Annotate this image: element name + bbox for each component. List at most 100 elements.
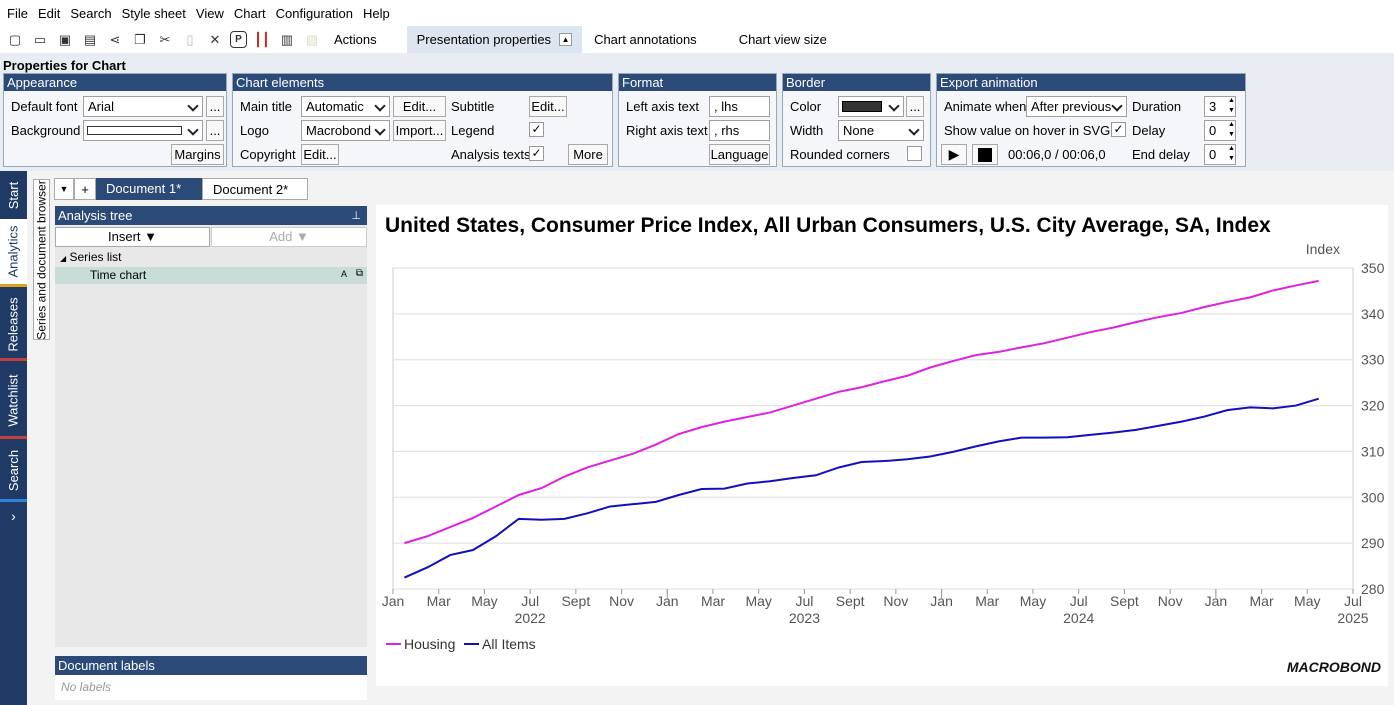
insert-label: Insert bbox=[108, 229, 141, 244]
copy-icon[interactable]: ❐ bbox=[134, 31, 146, 47]
tab-chart-view-size[interactable]: Chart view size bbox=[738, 32, 827, 47]
tab-document-2[interactable]: Document 2* ✕ bbox=[202, 178, 308, 218]
hover-svg-checkbox[interactable]: ✓ bbox=[1111, 122, 1126, 137]
menu-configuration[interactable]: Configuration bbox=[275, 5, 353, 21]
x-tick-label: Mar bbox=[427, 593, 451, 609]
analysis-texts-checkbox[interactable]: ✓ bbox=[529, 146, 544, 161]
analysis-texts-label: Analysis texts bbox=[451, 147, 531, 162]
subtitle-edit-button[interactable]: Edit... bbox=[529, 96, 567, 117]
rounded-corners-checkbox[interactable] bbox=[907, 146, 922, 161]
duration-input[interactable]: 3 bbox=[1204, 96, 1236, 117]
more-button[interactable]: More bbox=[568, 144, 608, 165]
analysis-tree-header: Analysis tree ⊥ bbox=[55, 206, 367, 225]
insert-button[interactable]: Insert ▼ bbox=[55, 227, 210, 247]
stop-button[interactable] bbox=[972, 144, 998, 165]
background-more-button[interactable]: ... bbox=[206, 120, 224, 141]
end-delay-input[interactable]: 0 bbox=[1204, 144, 1236, 165]
right-axis-label: Right axis text bbox=[626, 123, 708, 138]
border-color-select[interactable] bbox=[838, 96, 904, 117]
rail-releases[interactable]: Releases bbox=[0, 291, 27, 361]
menu-file[interactable]: File bbox=[7, 5, 28, 21]
legend-label: Housing bbox=[404, 636, 455, 652]
rail-expand-icon[interactable]: › bbox=[11, 508, 16, 524]
paste-icon: ▯ bbox=[186, 31, 194, 47]
border-color-more-button[interactable]: ... bbox=[906, 96, 924, 117]
chart-icon[interactable]: ┃┃ bbox=[254, 31, 270, 47]
rail-start[interactable]: Start bbox=[0, 171, 27, 219]
tab-presentation-properties[interactable]: Presentation properties ▲ bbox=[406, 26, 583, 53]
left-axis-input[interactable]: , lhs bbox=[709, 96, 770, 117]
legend-checkbox[interactable]: ✓ bbox=[529, 122, 544, 137]
menu-view[interactable]: View bbox=[195, 5, 224, 21]
menu-style-sheet[interactable]: Style sheet bbox=[121, 5, 186, 21]
delete-icon[interactable]: ✕ bbox=[209, 31, 221, 47]
font-more-button[interactable]: ... bbox=[206, 96, 224, 117]
format-group: Format Left axis text , lhs Right axis t… bbox=[618, 73, 777, 167]
collapse-icon[interactable]: ▲ bbox=[559, 33, 573, 46]
tab-presentation-label: Presentation properties bbox=[416, 32, 552, 47]
no-labels-text: No labels bbox=[55, 675, 367, 700]
x-tick-label: Nov bbox=[1158, 593, 1183, 609]
chart-title: United States, Consumer Price Index, All… bbox=[385, 214, 1271, 237]
new-icon[interactable]: ▢ bbox=[8, 31, 22, 47]
tabs-dropdown-icon[interactable]: ▼ bbox=[54, 178, 74, 200]
presentation-icon[interactable]: P bbox=[230, 31, 247, 48]
left-rail: Start Analytics Releases Watchlist Searc… bbox=[0, 171, 27, 705]
menu-edit[interactable]: Edit bbox=[37, 5, 61, 21]
duration-spinner[interactable]: ▲ ▼ bbox=[1228, 97, 1235, 114]
series-list-node[interactable]: ◢ Series list bbox=[60, 250, 122, 264]
tab-document-1[interactable]: Document 1* bbox=[96, 178, 202, 200]
delay-input[interactable]: 0 bbox=[1204, 120, 1236, 141]
menu-help[interactable]: Help bbox=[362, 5, 390, 21]
logo-select[interactable]: Macrobond bbox=[301, 120, 390, 141]
rail-analytics-label: Analytics bbox=[6, 225, 21, 278]
default-font-select[interactable]: Arial bbox=[83, 96, 203, 117]
year-label: 2023 bbox=[789, 610, 820, 626]
open-folder-icon[interactable]: ▭ bbox=[33, 31, 47, 47]
share-icon[interactable]: ⋖ bbox=[109, 31, 121, 47]
tab-chart-annotations[interactable]: Chart annotations bbox=[594, 32, 697, 47]
new-tab-button[interactable]: + bbox=[74, 178, 96, 200]
border-header: Border bbox=[783, 74, 930, 91]
open-window-icon[interactable]: ⧉ bbox=[355, 268, 363, 279]
pin-icon[interactable]: ⊥ bbox=[351, 210, 361, 222]
time-chart-node[interactable]: Time chart A ⧉ bbox=[55, 267, 367, 284]
logo-import-button[interactable]: Import... bbox=[393, 120, 446, 141]
main-title-label: Main title bbox=[240, 99, 293, 114]
main-title-edit-button[interactable]: Edit... bbox=[393, 96, 446, 117]
plot-frame bbox=[392, 267, 1354, 590]
copyright-edit-button[interactable]: Edit... bbox=[301, 144, 339, 165]
rail-search[interactable]: Search bbox=[0, 442, 27, 502]
x-tick-label: Jan bbox=[1205, 593, 1228, 609]
play-button[interactable]: ▶ bbox=[941, 144, 967, 165]
margins-button[interactable]: Margins bbox=[171, 144, 224, 165]
delay-spinner[interactable]: ▲ ▼ bbox=[1228, 121, 1235, 138]
add-button: Add ▼ bbox=[211, 227, 367, 247]
main-title-select[interactable]: Automatic bbox=[301, 96, 390, 117]
background-label: Background bbox=[11, 123, 81, 138]
end-delay-spinner[interactable]: ▲ ▼ bbox=[1228, 145, 1235, 162]
cut-icon[interactable]: ✂ bbox=[159, 31, 171, 47]
x-tick-label: May bbox=[471, 593, 497, 609]
end-delay-label: End delay bbox=[1132, 147, 1190, 162]
document-labels-panel: Document labels No labels bbox=[55, 656, 367, 700]
y-tick-label: 290 bbox=[1361, 535, 1385, 551]
save-icon[interactable]: ▣ bbox=[58, 31, 72, 47]
actions-menu[interactable]: Actions bbox=[334, 32, 377, 47]
language-button[interactable]: Language bbox=[709, 144, 770, 165]
chart-canvas[interactable]: United States, Consumer Price Index, All… bbox=[376, 205, 1388, 686]
menu-search[interactable]: Search bbox=[70, 5, 112, 21]
background-select[interactable] bbox=[83, 120, 203, 141]
right-axis-input[interactable]: , rhs bbox=[709, 120, 770, 141]
calculator-icon[interactable]: ▥ bbox=[280, 31, 294, 47]
border-width-select[interactable]: None bbox=[838, 120, 924, 141]
menu-chart[interactable]: Chart bbox=[233, 5, 266, 21]
animate-when-select[interactable]: After previous bbox=[1026, 96, 1127, 117]
rail-watchlist[interactable]: Watchlist bbox=[0, 364, 27, 439]
year-label: 2024 bbox=[1063, 610, 1094, 626]
y-tick-label: 330 bbox=[1361, 352, 1385, 368]
series-document-browser-tab[interactable]: Series and document browser bbox=[33, 179, 50, 340]
x-tick-label: Mar bbox=[975, 593, 999, 609]
rail-analytics[interactable]: Analytics bbox=[0, 219, 27, 287]
print-icon[interactable]: ▤ bbox=[83, 31, 97, 47]
